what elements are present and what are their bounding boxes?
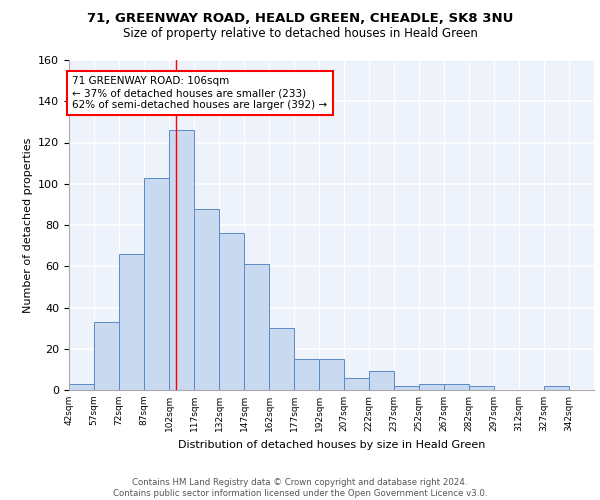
Bar (444, 384, 469, 390)
Text: Contains HM Land Registry data © Crown copyright and database right 2024.
Contai: Contains HM Land Registry data © Crown c… (113, 478, 487, 498)
Bar (394, 386, 419, 390)
Bar (369, 372, 394, 390)
Bar (244, 264, 269, 390)
Bar (119, 254, 144, 390)
Bar (344, 378, 369, 390)
Bar (319, 359, 344, 390)
Text: 71, GREENWAY ROAD, HEALD GREEN, CHEADLE, SK8 3NU: 71, GREENWAY ROAD, HEALD GREEN, CHEADLE,… (87, 12, 513, 26)
Y-axis label: Number of detached properties: Number of detached properties (23, 138, 32, 312)
Bar (544, 386, 569, 390)
Bar (419, 384, 444, 390)
Bar (219, 233, 244, 390)
Bar (94, 322, 119, 390)
Bar (69, 384, 94, 390)
Bar (294, 359, 319, 390)
Bar (269, 328, 294, 390)
Bar (469, 386, 494, 390)
Bar (194, 208, 219, 390)
Bar (144, 178, 169, 390)
X-axis label: Distribution of detached houses by size in Heald Green: Distribution of detached houses by size … (178, 440, 485, 450)
Bar (169, 130, 194, 390)
Text: 71 GREENWAY ROAD: 106sqm
← 37% of detached houses are smaller (233)
62% of semi-: 71 GREENWAY ROAD: 106sqm ← 37% of detach… (73, 76, 328, 110)
Text: Size of property relative to detached houses in Heald Green: Size of property relative to detached ho… (122, 28, 478, 40)
